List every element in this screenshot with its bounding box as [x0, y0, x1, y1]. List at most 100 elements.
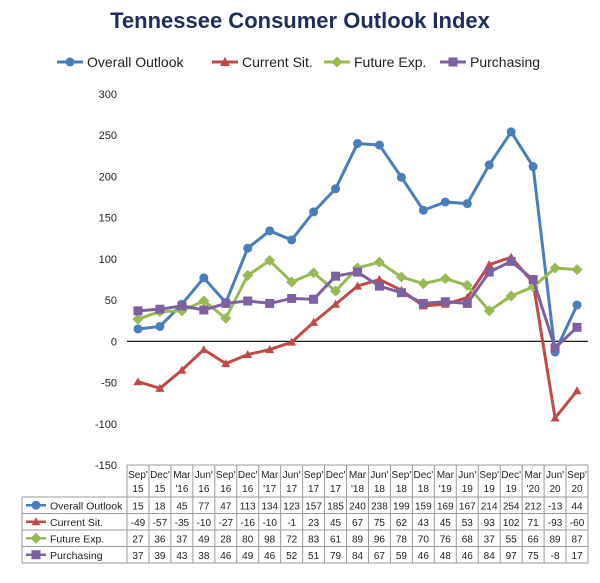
data-point: [243, 243, 253, 253]
y-tick-label: -100: [95, 419, 117, 431]
data-table-value: -49: [131, 518, 146, 529]
x-tick-label: '20: [527, 484, 540, 495]
data-point: [418, 205, 428, 215]
data-table-value: 123: [283, 501, 300, 512]
data-point: [177, 301, 187, 311]
data-point: [243, 296, 253, 306]
data-table-value: 55: [506, 534, 518, 545]
data-table-value: -27: [219, 518, 234, 529]
x-tick-label: Mar: [261, 470, 279, 481]
data-point: [374, 281, 384, 291]
data-point: [265, 345, 275, 354]
data-table-value: 43: [176, 551, 188, 562]
legend-swatch: [57, 57, 83, 67]
x-tick-label: 16: [198, 484, 210, 495]
data-table-value: 79: [330, 551, 342, 562]
table-legend-marker: [30, 532, 42, 544]
data-point: [506, 127, 516, 137]
data-point: [221, 359, 231, 368]
data-point: [484, 160, 494, 170]
x-tick-label: 19: [506, 484, 518, 495]
x-tick-label: 18: [396, 484, 408, 495]
table-series-label: Purchasing: [50, 550, 103, 562]
data-point: [528, 275, 538, 284]
data-point: [198, 295, 210, 307]
x-tick-label: Jun': [546, 470, 564, 481]
y-tick-label: -150: [95, 460, 117, 472]
data-point: [221, 298, 231, 308]
data-table-value: 98: [264, 534, 276, 545]
data-table-value: 17: [571, 551, 583, 562]
data-table-value: 214: [481, 501, 498, 512]
data-table-value: 199: [393, 501, 410, 512]
data-table-value: 37: [176, 534, 188, 545]
x-tick-label: Jun': [283, 470, 301, 481]
data-table-value: 212: [525, 501, 542, 512]
data-table-value: 45: [176, 501, 188, 512]
data-point: [265, 298, 275, 308]
data-table-value: 97: [506, 551, 518, 562]
data-point: [132, 313, 144, 325]
x-tick-label: Sep': [128, 470, 148, 481]
data-point: [331, 184, 341, 194]
legend-item: Purchasing: [440, 52, 540, 72]
data-point: [395, 271, 407, 283]
x-tick-label: Sep': [216, 470, 236, 481]
x-tick-label: Jun': [195, 470, 213, 481]
data-point: [133, 306, 143, 316]
legend-label: Overall Outlook: [87, 54, 184, 70]
x-tick-label: Jun': [458, 470, 476, 481]
x-tick-label: Sep': [392, 470, 412, 481]
data-table-value: 113: [240, 501, 256, 512]
data-table-value: 47: [220, 501, 232, 512]
x-tick-label: Dec': [414, 470, 434, 481]
x-tick-label: Mar: [525, 470, 543, 481]
data-table-value: 61: [330, 534, 342, 545]
data-table-value: 102: [503, 518, 520, 529]
data-point: [264, 255, 276, 267]
data-point: [133, 377, 143, 386]
data-table-value: 46: [220, 551, 232, 562]
data-table-value: 48: [440, 551, 452, 562]
table-series-label: Overall Outlook: [50, 500, 123, 512]
data-point: [308, 267, 320, 279]
data-point: [155, 304, 165, 314]
data-table-value: -1: [287, 518, 296, 529]
data-point: [220, 312, 232, 324]
data-point: [572, 300, 582, 310]
x-tick-label: 17: [286, 484, 298, 495]
data-table-value: 240: [349, 501, 366, 512]
data-table-value: 167: [459, 501, 476, 512]
data-table-value: 238: [371, 501, 388, 512]
data-table-value: 83: [308, 534, 320, 545]
data-point: [483, 305, 495, 317]
y-tick-label: 100: [99, 254, 117, 266]
x-tick-label: Sep': [479, 470, 499, 481]
data-point: [155, 321, 165, 331]
data-point: [353, 281, 362, 290]
series-line: [137, 130, 579, 354]
legend-label: Current Sit.: [242, 54, 313, 70]
x-tick-label: Dec': [150, 470, 170, 481]
data-table-value: 67: [374, 551, 386, 562]
data-table-value: 23: [308, 518, 320, 529]
data-table-value: 70: [418, 534, 430, 545]
x-tick-label: 19: [484, 484, 496, 495]
data-point: [439, 273, 451, 285]
data-table-value: 89: [352, 534, 364, 545]
data-table-value: 84: [352, 551, 364, 562]
data-point: [243, 350, 253, 359]
data-table-value: 93: [484, 518, 496, 529]
x-tick-label: '19: [439, 484, 452, 495]
data-table-value: 80: [242, 534, 254, 545]
data-table-value: 71: [528, 518, 540, 529]
data-table-value: 43: [418, 518, 430, 529]
data-point: [199, 273, 209, 283]
data-table-value: 38: [198, 551, 210, 562]
data-table-value: 27: [132, 534, 144, 545]
data-table-value: 67: [352, 518, 364, 529]
data-table-value: 134: [261, 501, 278, 512]
data-table-value: 76: [440, 534, 452, 545]
data-point: [374, 275, 384, 283]
x-tick-label: Dec': [326, 470, 346, 481]
